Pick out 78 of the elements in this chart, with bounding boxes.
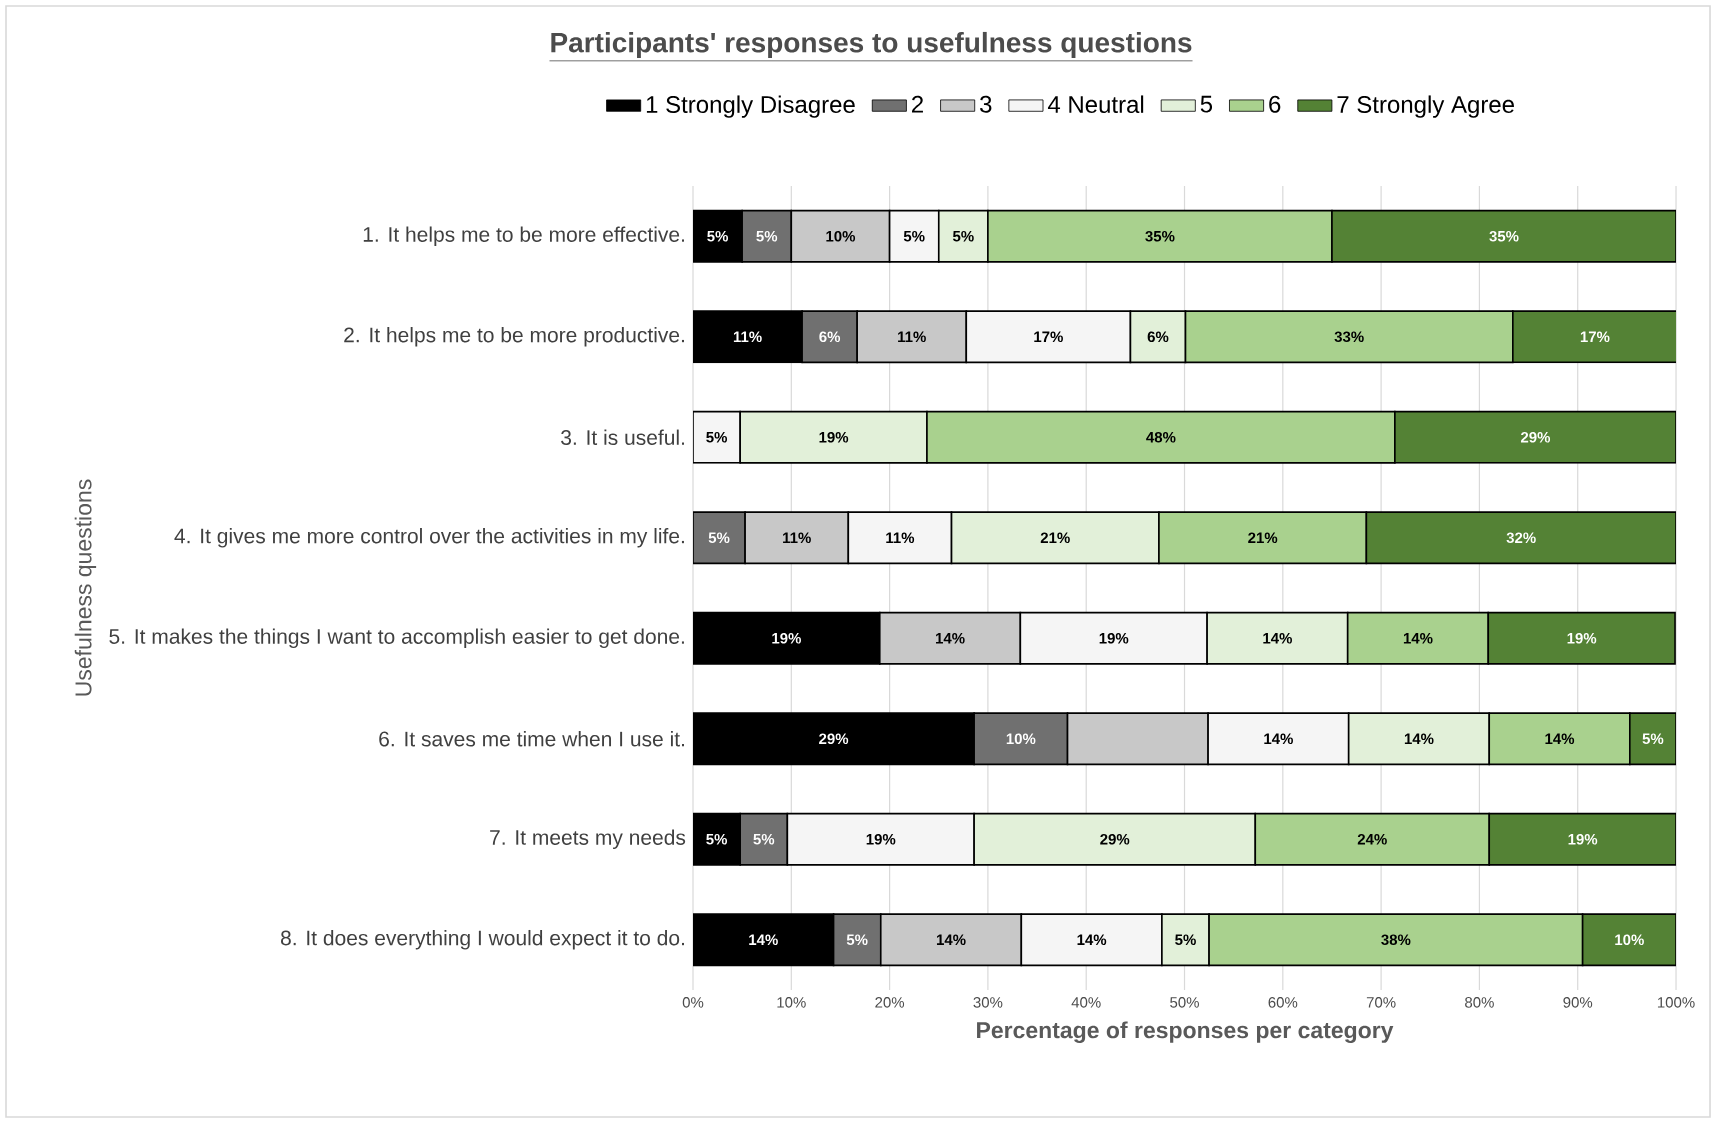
- legend-label: 1 Strongly Disagree: [646, 95, 855, 118]
- data-label: 14%: [1077, 934, 1107, 946]
- data-label: 5%: [903, 230, 925, 242]
- data-label: 32%: [1506, 532, 1536, 544]
- data-label: 5%: [756, 230, 778, 242]
- data-label: 10%: [1006, 733, 1036, 745]
- legend-label: 5: [1200, 95, 1213, 113]
- data-label: 6%: [819, 331, 841, 343]
- data-label: 5%: [952, 230, 974, 242]
- x-tick-label: 80%: [1465, 997, 1494, 1008]
- data-label: 21%: [1040, 532, 1070, 544]
- x-tick-label: 60%: [1268, 997, 1298, 1008]
- x-tick-label: 10%: [777, 997, 806, 1008]
- data-label: 5%: [706, 833, 728, 845]
- data-label: 5%: [707, 230, 728, 242]
- legend-label: 6: [1269, 95, 1281, 113]
- data-label: 6%: [1147, 331, 1169, 343]
- data-label: 11%: [886, 532, 915, 544]
- legend-label: 4 Neutral: [1047, 95, 1144, 114]
- data-label: 5%: [846, 934, 868, 946]
- x-axis-title: Percentage of responses per category: [977, 1021, 1394, 1043]
- data-label: 48%: [1146, 431, 1176, 443]
- data-label: 19%: [1568, 833, 1598, 845]
- x-tick-label: 0%: [682, 997, 704, 1008]
- x-tick-label: 30%: [973, 997, 1003, 1008]
- y-tick-label: 2. It helps me to be more productive.: [344, 326, 684, 347]
- data-label: 33%: [1334, 331, 1364, 343]
- legend-label: 2: [912, 95, 923, 113]
- data-label: 11%: [783, 532, 811, 544]
- y-tick-label: 7. It meets my needs: [490, 829, 686, 850]
- data-label: 10%: [1615, 934, 1644, 946]
- data-label: 14%: [1264, 733, 1293, 745]
- data-label: 35%: [1145, 230, 1175, 242]
- data-label: 5%: [706, 431, 728, 443]
- data-label: 5%: [753, 833, 775, 845]
- x-tick-label: 20%: [875, 997, 905, 1008]
- data-label: 11%: [898, 331, 926, 343]
- x-tick-label: 50%: [1170, 997, 1199, 1008]
- data-label: 29%: [1100, 833, 1130, 845]
- data-label: 14%: [935, 632, 965, 644]
- data-label: 19%: [1567, 632, 1597, 644]
- chart-title: Participants' responses to usefulness questions: [551, 31, 1192, 59]
- y-tick-label: 3. It is useful.: [561, 429, 685, 445]
- data-label: 35%: [1489, 230, 1519, 242]
- x-tick-label: 40%: [1071, 997, 1101, 1008]
- y-axis-title: Usefulness questions: [74, 479, 97, 696]
- legend-label: 7 Strongly Agree: [1337, 95, 1514, 118]
- data-label: 10%: [826, 230, 856, 242]
- data-label: 14%: [1263, 632, 1292, 644]
- data-label: 21%: [1248, 532, 1278, 544]
- data-label: 5%: [1175, 934, 1196, 946]
- data-label: 11%: [733, 331, 762, 343]
- data-label: 29%: [819, 733, 849, 745]
- data-label: 14%: [1403, 632, 1433, 644]
- data-label: 29%: [1520, 431, 1551, 443]
- x-tick-label: 70%: [1366, 997, 1396, 1008]
- data-label: 19%: [819, 431, 849, 443]
- data-label: 19%: [772, 632, 801, 644]
- data-label: 19%: [1099, 632, 1129, 644]
- legend-label: 3: [980, 95, 992, 113]
- y-tick-label: 5. It makes the things I want to accomplish easier to get done.: [109, 628, 684, 649]
- data-label: 38%: [1381, 934, 1411, 946]
- data-label: 14%: [936, 934, 966, 946]
- y-tick-label: 8. It does everything I would expect it to do.: [281, 929, 684, 950]
- y-tick-label: 6. It saves me time when I use it.: [379, 731, 684, 747]
- data-label: 17%: [1580, 331, 1610, 343]
- data-label: 19%: [866, 833, 896, 845]
- y-tick-label: 4. It gives me more control over the activities in my life.: [174, 527, 684, 548]
- x-tick-label: 100%: [1657, 997, 1695, 1008]
- y-tick-label: 1. It helps me to be more effective.: [363, 226, 685, 247]
- data-label: 17%: [1034, 331, 1063, 343]
- data-label: 14%: [1404, 733, 1434, 745]
- data-label: 5%: [1642, 733, 1664, 745]
- data-label: 5%: [708, 532, 730, 544]
- data-label: 14%: [749, 934, 778, 946]
- data-label: 14%: [1545, 733, 1575, 745]
- data-label: 24%: [1357, 833, 1387, 845]
- x-tick-label: 90%: [1563, 997, 1593, 1008]
